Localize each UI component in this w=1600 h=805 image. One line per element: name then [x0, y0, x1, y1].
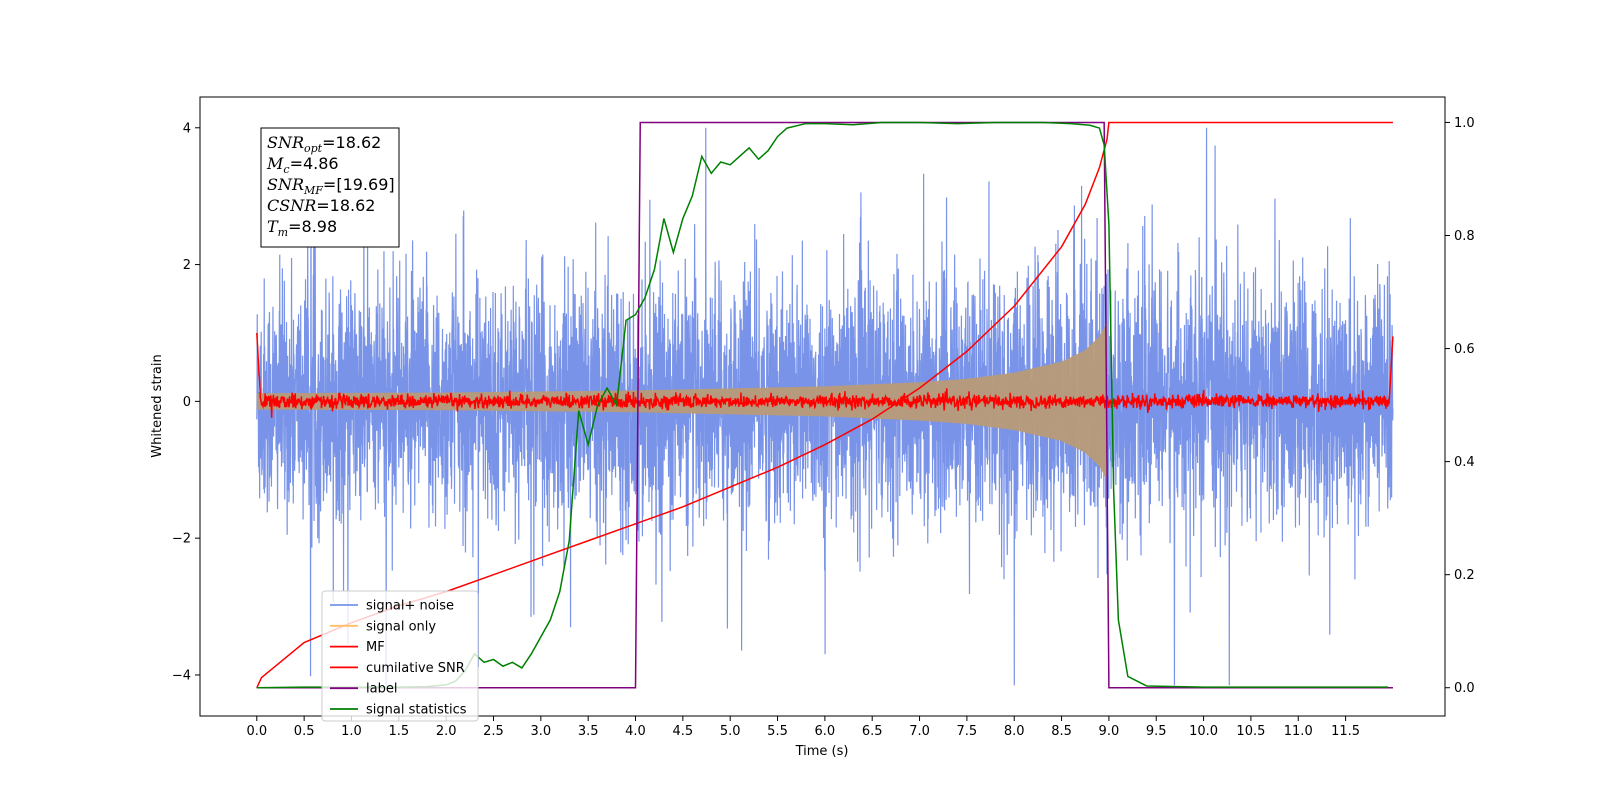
y-tick-label: −4: [172, 668, 191, 683]
x-tick-label: 2.0: [436, 724, 457, 739]
x-tick-label: 4.5: [673, 724, 694, 739]
x-tick-label: 11.5: [1331, 724, 1360, 739]
x-tick-label: 5.5: [767, 724, 788, 739]
y-right-tick-label: 0.0: [1454, 681, 1475, 696]
annotation-line: SNRMF=[19.69]: [267, 175, 395, 197]
series-mf-line: [256, 332, 1394, 418]
x-tick-label: 11.0: [1284, 724, 1313, 739]
plot-frame: [199, 96, 1446, 717]
legend-label: label: [366, 682, 397, 697]
y-right-tick-label: 0.4: [1454, 455, 1475, 470]
legend-label: signal only: [366, 619, 436, 634]
legend-label: cumilative SNR: [366, 661, 465, 676]
x-tick-label: 8.5: [1051, 724, 1072, 739]
x-tick-label: 6.0: [815, 724, 836, 739]
x-tick-label: 2.5: [483, 724, 504, 739]
x-tick-label: 1.5: [388, 724, 409, 739]
x-tick-label: 5.0: [720, 724, 741, 739]
annotation-line: CSNR=18.62: [267, 196, 375, 215]
x-tick-label: 3.0: [530, 724, 551, 739]
y-right-tick-label: 0.8: [1454, 229, 1475, 244]
x-tick-label: 9.0: [1099, 724, 1120, 739]
y-axis-label: Whitened strain: [150, 354, 165, 457]
annotation-line: Tm=8.98: [267, 217, 337, 239]
x-tick-label: 0.5: [294, 724, 315, 739]
x-tick-label: 10.0: [1189, 724, 1218, 739]
y-tick-label: 0: [183, 395, 191, 410]
y-tick-label: −2: [172, 532, 191, 547]
x-tick-label: 8.0: [1004, 724, 1025, 739]
legend-label: MF: [366, 640, 385, 655]
y-tick-label: 2: [183, 258, 191, 273]
x-tick-label: 9.5: [1146, 724, 1167, 739]
x-tick-label: 4.0: [625, 724, 646, 739]
series-signal-noise-line: [256, 127, 1394, 686]
series-signal-statistics-line: [256, 121, 1389, 689]
annotation-box: [260, 127, 400, 248]
x-tick-label: 7.0: [909, 724, 930, 739]
legend-box: [321, 590, 479, 722]
annotation-line: SNRopt=18.62: [267, 133, 381, 155]
y-right-tick-label: 0.6: [1454, 342, 1475, 357]
y-right-tick-label: 0.2: [1454, 568, 1475, 583]
x-tick-label: 7.5: [957, 724, 978, 739]
x-tick-label: 6.5: [862, 724, 883, 739]
y-tick-label: 4: [183, 121, 191, 136]
annotation-line: Mc=4.86: [266, 154, 339, 176]
x-tick-label: 0.0: [246, 724, 267, 739]
x-tick-label: 3.5: [578, 724, 599, 739]
x-tick-label: 10.5: [1236, 724, 1265, 739]
legend-label: signal+ noise: [366, 599, 454, 614]
legend-label: signal statistics: [366, 703, 467, 718]
series-label-line: [256, 121, 1393, 689]
y-right-tick-label: 1.0: [1454, 116, 1475, 131]
x-tick-label: 1.0: [341, 724, 362, 739]
x-axis-label: Time (s): [795, 744, 849, 759]
